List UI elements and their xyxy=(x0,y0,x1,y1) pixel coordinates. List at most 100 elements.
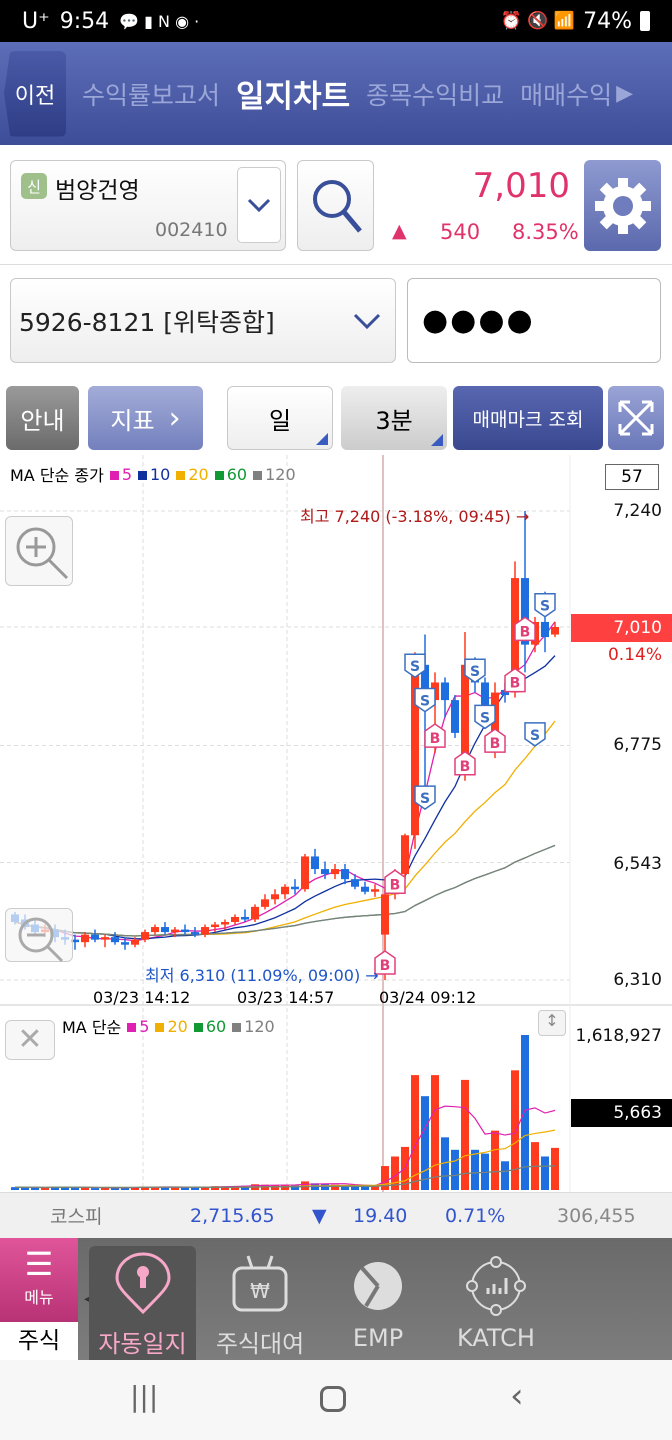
volume-bar xyxy=(61,1187,69,1190)
zoom-out-icon xyxy=(18,917,64,963)
interval-select[interactable]: 3분 xyxy=(341,386,447,450)
tab-trade-profit[interactable]: 매매수익 xyxy=(520,80,613,110)
trade-mark-buy xyxy=(384,869,406,895)
volume-bar xyxy=(461,1079,469,1190)
volume-bar xyxy=(361,1185,369,1190)
candle-body xyxy=(121,942,129,945)
ma-line-120 xyxy=(14,844,556,937)
volume-bar xyxy=(161,1187,169,1190)
trade-mark-label: B xyxy=(380,958,391,974)
expand-button[interactable] xyxy=(608,386,664,450)
trade-mark-buy xyxy=(504,667,526,693)
settings-button[interactable] xyxy=(584,160,661,251)
scroll-right-icon[interactable]: ▶ xyxy=(616,81,634,106)
candle-body xyxy=(101,937,109,940)
prev-button[interactable]: 이전 xyxy=(4,50,66,137)
trade-mark-label: S xyxy=(470,664,480,680)
volume-bar xyxy=(541,1156,549,1190)
y-label: 6,543 xyxy=(613,854,662,874)
period-select[interactable]: 일 xyxy=(227,386,333,450)
legend-swatch xyxy=(109,470,119,480)
volume-bar xyxy=(551,1147,559,1190)
stock-selector[interactable]: 신 범양건영 002410 xyxy=(10,160,286,251)
recent-apps-button[interactable]: ||| xyxy=(130,1380,159,1413)
index-value: 2,715.65 xyxy=(190,1204,275,1227)
nav-label: 주식대여 xyxy=(215,1330,305,1358)
account-selector[interactable]: 5926-8121 [위탁종합] xyxy=(10,278,396,363)
trade-mark-label: S xyxy=(410,659,420,675)
volume-bar xyxy=(111,1187,119,1190)
new-badge: 신 xyxy=(21,173,47,199)
nav-item-stock-lending[interactable]: ₩ 주식대여 xyxy=(210,1246,310,1359)
market-ticker: 코스피 2,715.65 ▼ 19.40 0.71% 306,455 xyxy=(0,1192,672,1238)
won-purse-icon: ₩ xyxy=(232,1255,288,1312)
candle-body xyxy=(551,626,559,635)
candle-body xyxy=(211,924,219,928)
trade-mark-buy xyxy=(514,616,536,642)
zoom-in-button[interactable] xyxy=(5,516,73,586)
nav-item-auto-journal[interactable]: 자동일지 xyxy=(89,1246,196,1360)
candle-body xyxy=(401,835,409,875)
indicator-button[interactable]: 지표 › xyxy=(88,386,203,450)
volume-bar xyxy=(391,1156,399,1190)
password-field[interactable]: ●●●● xyxy=(407,278,661,363)
volume-bar xyxy=(421,1096,429,1190)
legend-item: 20 xyxy=(176,465,209,484)
home-button[interactable] xyxy=(320,1386,346,1412)
menu-button[interactable]: ☰ 메뉴 xyxy=(0,1238,78,1322)
candle-body xyxy=(461,664,469,774)
candle-body xyxy=(231,916,239,923)
stock-dropdown-button[interactable] xyxy=(237,167,281,243)
guide-button[interactable]: 안내 xyxy=(6,386,79,450)
nav-item-emp[interactable]: EMP xyxy=(330,1246,426,1352)
search-button[interactable] xyxy=(297,160,374,251)
indicator-label: 지표 xyxy=(110,406,155,435)
alarm-icon: ⏰ 🔇 📶 xyxy=(500,11,576,31)
legend-label: 120 xyxy=(265,464,296,484)
candle-body xyxy=(351,879,359,887)
volume-bar xyxy=(131,1187,139,1190)
volume-bar xyxy=(71,1187,79,1190)
volume-bar xyxy=(441,1137,449,1190)
trade-mark-label: S xyxy=(480,710,490,726)
index-name: 코스피 xyxy=(50,1206,103,1228)
dropdown-corner-icon xyxy=(431,434,443,446)
tab-journal-chart[interactable]: 일지차트 xyxy=(236,79,351,115)
back-button[interactable]: ‹ xyxy=(510,1376,524,1416)
legend-label: 60 xyxy=(226,464,248,484)
candle-body xyxy=(181,929,189,933)
candle-body xyxy=(91,934,99,940)
legend-swatch xyxy=(176,470,186,480)
volume-bar xyxy=(201,1186,209,1190)
legend-swatch xyxy=(127,1022,137,1032)
candle-body xyxy=(281,886,289,895)
tab-stock-compare[interactable]: 종목수익비교 xyxy=(366,80,505,110)
trade-mark-sell xyxy=(524,722,546,747)
candle-body xyxy=(161,927,169,933)
candle-body xyxy=(371,889,379,892)
volume-bar xyxy=(191,1187,199,1190)
tab-profit-report[interactable]: 수익률보고서 xyxy=(82,80,221,110)
zoom-out-button[interactable] xyxy=(5,908,73,963)
candle-body xyxy=(411,664,419,836)
trade-mark-label: B xyxy=(430,731,441,747)
legend-item: 120 xyxy=(253,465,296,484)
legend-swatch xyxy=(193,1022,203,1032)
trade-mark-button[interactable]: 매매마크 조회 xyxy=(453,386,603,450)
gear-icon xyxy=(594,177,651,234)
candle-body xyxy=(421,664,429,701)
nav-item-katch[interactable]: KATCH xyxy=(446,1246,546,1352)
close-indicator-button[interactable]: ✕ xyxy=(5,1020,55,1060)
candle-body xyxy=(201,927,209,935)
count-box: 57 xyxy=(605,464,659,490)
trade-mark-label: B xyxy=(510,676,521,692)
chevron-right-icon: › xyxy=(168,400,181,436)
volume-bar xyxy=(431,1075,439,1190)
volume-scale-button[interactable]: ↕ xyxy=(538,1010,566,1036)
volume-bar xyxy=(451,1149,459,1190)
current-price-tag: 7,010 xyxy=(571,614,672,642)
current-price: 7,010 xyxy=(472,166,570,206)
candle-body xyxy=(171,929,179,933)
candle-body xyxy=(451,700,459,733)
